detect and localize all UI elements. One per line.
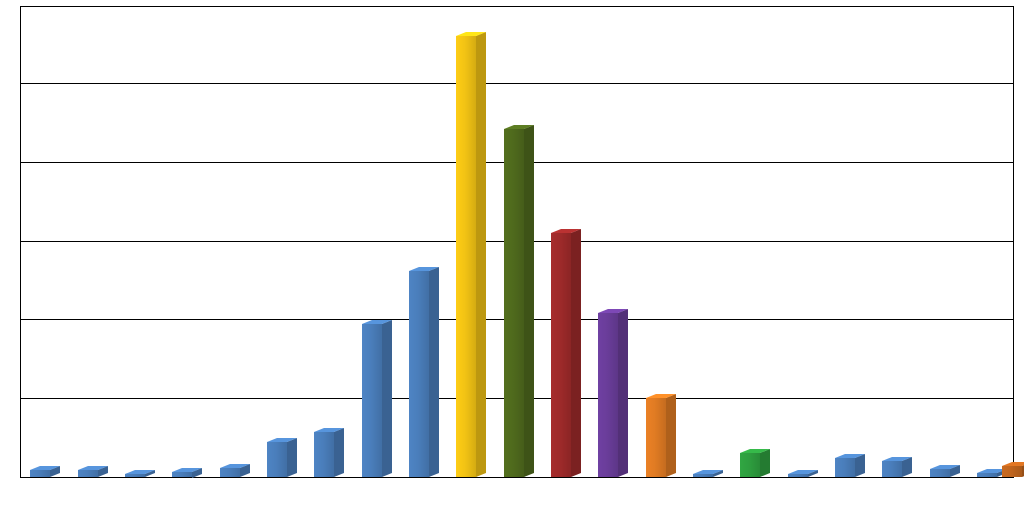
bar xyxy=(267,438,297,477)
bar-side xyxy=(571,229,581,477)
bar xyxy=(835,454,865,477)
bar-side xyxy=(902,457,912,477)
bar xyxy=(551,229,581,477)
bar-side xyxy=(476,32,486,477)
bar-front xyxy=(740,453,760,477)
bar-chart xyxy=(0,0,1024,508)
bar-front xyxy=(314,432,334,477)
bar xyxy=(78,466,108,477)
bar xyxy=(314,428,344,477)
bar xyxy=(30,466,60,477)
bar xyxy=(220,464,250,477)
bar xyxy=(882,457,912,477)
bar-side xyxy=(618,309,628,477)
bar-front xyxy=(267,442,287,477)
bar xyxy=(504,125,534,477)
bar-front xyxy=(1002,466,1022,477)
bar-front xyxy=(882,461,902,477)
bar-front xyxy=(646,398,666,477)
bar xyxy=(788,470,818,477)
bar-side xyxy=(382,320,392,477)
bar-front xyxy=(172,472,192,478)
bar xyxy=(125,470,155,477)
bar-front xyxy=(977,473,997,477)
bar-side xyxy=(524,125,534,477)
bar-front xyxy=(78,470,98,477)
bar-front xyxy=(504,129,524,477)
bar xyxy=(362,320,392,477)
bar xyxy=(456,32,486,477)
bar-front xyxy=(125,474,145,477)
bar-side xyxy=(287,438,297,477)
bar-front xyxy=(598,313,618,477)
bar-side xyxy=(429,267,439,477)
gridline xyxy=(21,83,1013,84)
bar-side xyxy=(760,449,770,477)
bar-front xyxy=(220,468,240,477)
bar-front xyxy=(456,36,476,477)
plot-area xyxy=(20,6,1014,478)
bar xyxy=(409,267,439,477)
bar xyxy=(930,465,960,477)
bar-front xyxy=(693,474,713,477)
bar-side xyxy=(334,428,344,477)
bar-front xyxy=(409,271,429,477)
bar-front xyxy=(551,233,571,477)
bar-front xyxy=(788,474,808,477)
bar-side xyxy=(855,454,865,477)
bar-front xyxy=(362,324,382,477)
bar xyxy=(598,309,628,477)
bar-side xyxy=(666,394,676,477)
bar xyxy=(1002,462,1024,477)
bar-front xyxy=(835,458,855,477)
bar-front xyxy=(930,469,950,477)
bar xyxy=(740,449,770,477)
bar xyxy=(172,468,202,478)
bar xyxy=(693,470,723,477)
bar-front xyxy=(30,470,50,477)
bar xyxy=(646,394,676,477)
